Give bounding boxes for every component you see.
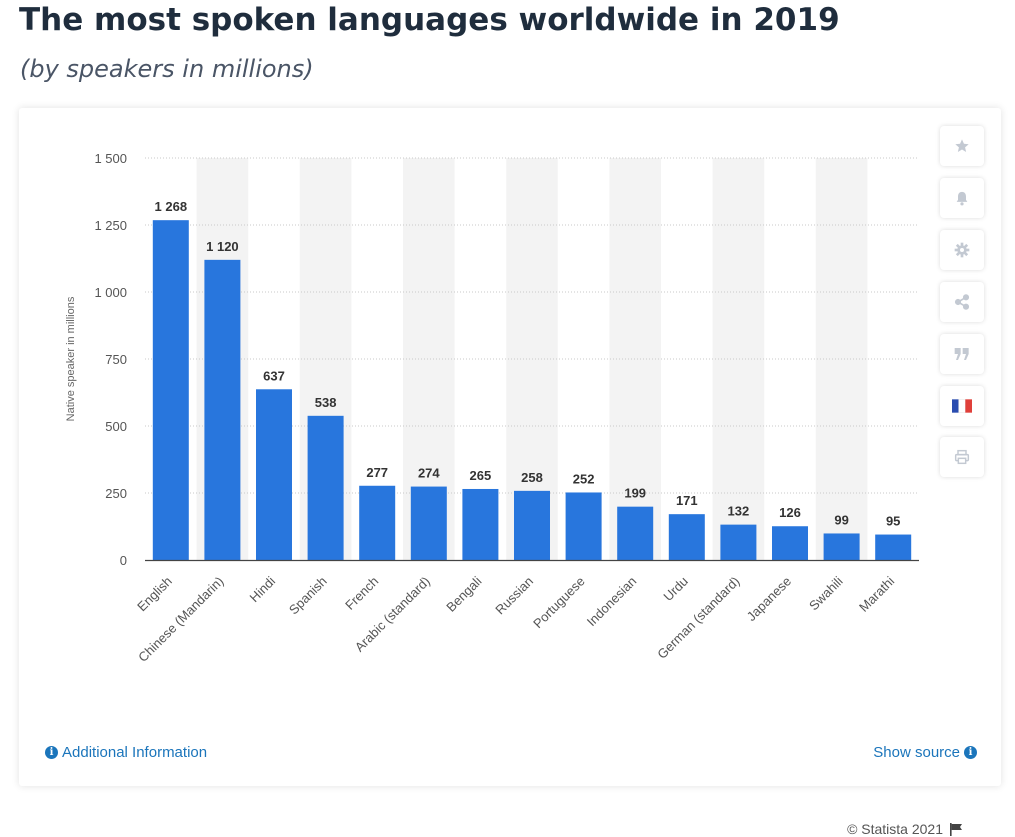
bar-chinese-mandarin bbox=[204, 259, 241, 560]
bar-russian bbox=[514, 490, 550, 560]
category-label: Indonesian bbox=[584, 574, 640, 630]
value-label: 277 bbox=[366, 465, 388, 480]
category-label: Swahili bbox=[806, 573, 846, 613]
bar-spanish bbox=[307, 415, 344, 560]
copyright: © Statista 2021 bbox=[847, 821, 963, 837]
bar-chart: 0 250 500 750 1 000 1 250 1 500 Native speaker … bbox=[65, 151, 919, 665]
language-button[interactable] bbox=[940, 386, 984, 426]
bar-hindi bbox=[256, 389, 292, 560]
bar-marathi bbox=[875, 534, 912, 560]
category-label: Urdu bbox=[660, 574, 691, 605]
value-label: 171 bbox=[676, 493, 698, 508]
y-tick-label: 1 250 bbox=[94, 218, 127, 233]
print-icon bbox=[954, 449, 970, 465]
chart-card: 0 250 500 750 1 000 1 250 1 500 Native speaker … bbox=[19, 108, 1001, 837]
french-flag-icon bbox=[952, 399, 972, 413]
bar-indonesian bbox=[617, 506, 654, 560]
value-label: 1 268 bbox=[155, 199, 188, 214]
bar-german-standard bbox=[720, 524, 757, 560]
band-11 bbox=[712, 158, 765, 560]
info-icon: i bbox=[964, 746, 977, 759]
value-label: 274 bbox=[418, 466, 440, 481]
y-tick-label: 750 bbox=[105, 352, 127, 367]
value-label: 1 120 bbox=[206, 239, 239, 254]
citation-button[interactable] bbox=[940, 334, 984, 374]
category-label: Portuguese bbox=[530, 574, 588, 632]
bar-swahili bbox=[823, 533, 860, 560]
share-icon bbox=[954, 294, 970, 310]
value-label: 252 bbox=[573, 471, 595, 486]
additional-information-link[interactable]: i Additional Information bbox=[45, 744, 207, 761]
page-title: The most spoken languages worldwide in 2… bbox=[19, 2, 840, 38]
category-label: Hindi bbox=[247, 573, 279, 605]
y-tick-label: 0 bbox=[120, 553, 127, 568]
y-axis-title: Native speaker in millions bbox=[65, 296, 77, 421]
category-label: Marathi bbox=[856, 573, 897, 614]
star-icon bbox=[955, 139, 969, 152]
bell-icon bbox=[956, 191, 968, 205]
quote-icon bbox=[954, 348, 969, 360]
additional-information-label: Additional Information bbox=[62, 744, 208, 761]
show-source-label: Show source bbox=[873, 744, 960, 761]
share-button[interactable] bbox=[940, 282, 984, 322]
info-icon: i bbox=[45, 746, 58, 759]
show-source-link[interactable]: Show source i bbox=[873, 744, 977, 761]
bar-english bbox=[152, 220, 189, 560]
copyright-text: © Statista 2021 bbox=[847, 821, 943, 837]
value-label: 95 bbox=[886, 514, 900, 529]
category-label: Russian bbox=[492, 574, 536, 618]
y-tick-label: 250 bbox=[105, 486, 127, 501]
value-label: 258 bbox=[521, 470, 543, 485]
value-label: 132 bbox=[728, 504, 750, 519]
value-label: 637 bbox=[263, 368, 285, 383]
bar-urdu bbox=[668, 514, 705, 560]
category-label: Chinese (Mandarin) bbox=[135, 574, 226, 665]
category-label: French bbox=[342, 574, 381, 613]
print-button[interactable] bbox=[940, 437, 984, 477]
bar-portuguese bbox=[565, 492, 602, 560]
notification-button[interactable] bbox=[940, 178, 984, 218]
bar-french bbox=[359, 485, 396, 560]
flag-icon bbox=[950, 822, 962, 836]
y-tick-label: 1 000 bbox=[94, 285, 127, 300]
value-label: 99 bbox=[834, 512, 848, 527]
category-label: English bbox=[134, 574, 175, 615]
settings-button[interactable] bbox=[940, 230, 984, 270]
bar-bengali bbox=[462, 488, 499, 560]
bar-japanese bbox=[772, 526, 808, 560]
value-label: 265 bbox=[470, 468, 492, 483]
value-label: 126 bbox=[779, 505, 801, 520]
category-label: Spanish bbox=[286, 574, 330, 618]
bar-arabic-standard bbox=[410, 486, 447, 560]
gear-icon bbox=[954, 242, 970, 258]
page-subtitle: (by speakers in millions) bbox=[20, 55, 314, 83]
category-label: Japanese bbox=[744, 574, 794, 624]
y-tick-label: 1 500 bbox=[94, 151, 127, 166]
favorite-button[interactable] bbox=[940, 126, 984, 166]
value-label: 199 bbox=[624, 486, 646, 501]
y-tick-label: 500 bbox=[105, 419, 127, 434]
value-label: 538 bbox=[315, 395, 337, 410]
category-label: Bengali bbox=[443, 573, 484, 614]
